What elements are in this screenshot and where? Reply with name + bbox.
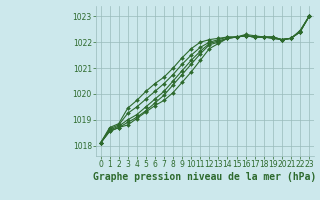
X-axis label: Graphe pression niveau de la mer (hPa): Graphe pression niveau de la mer (hPa) <box>93 172 316 182</box>
